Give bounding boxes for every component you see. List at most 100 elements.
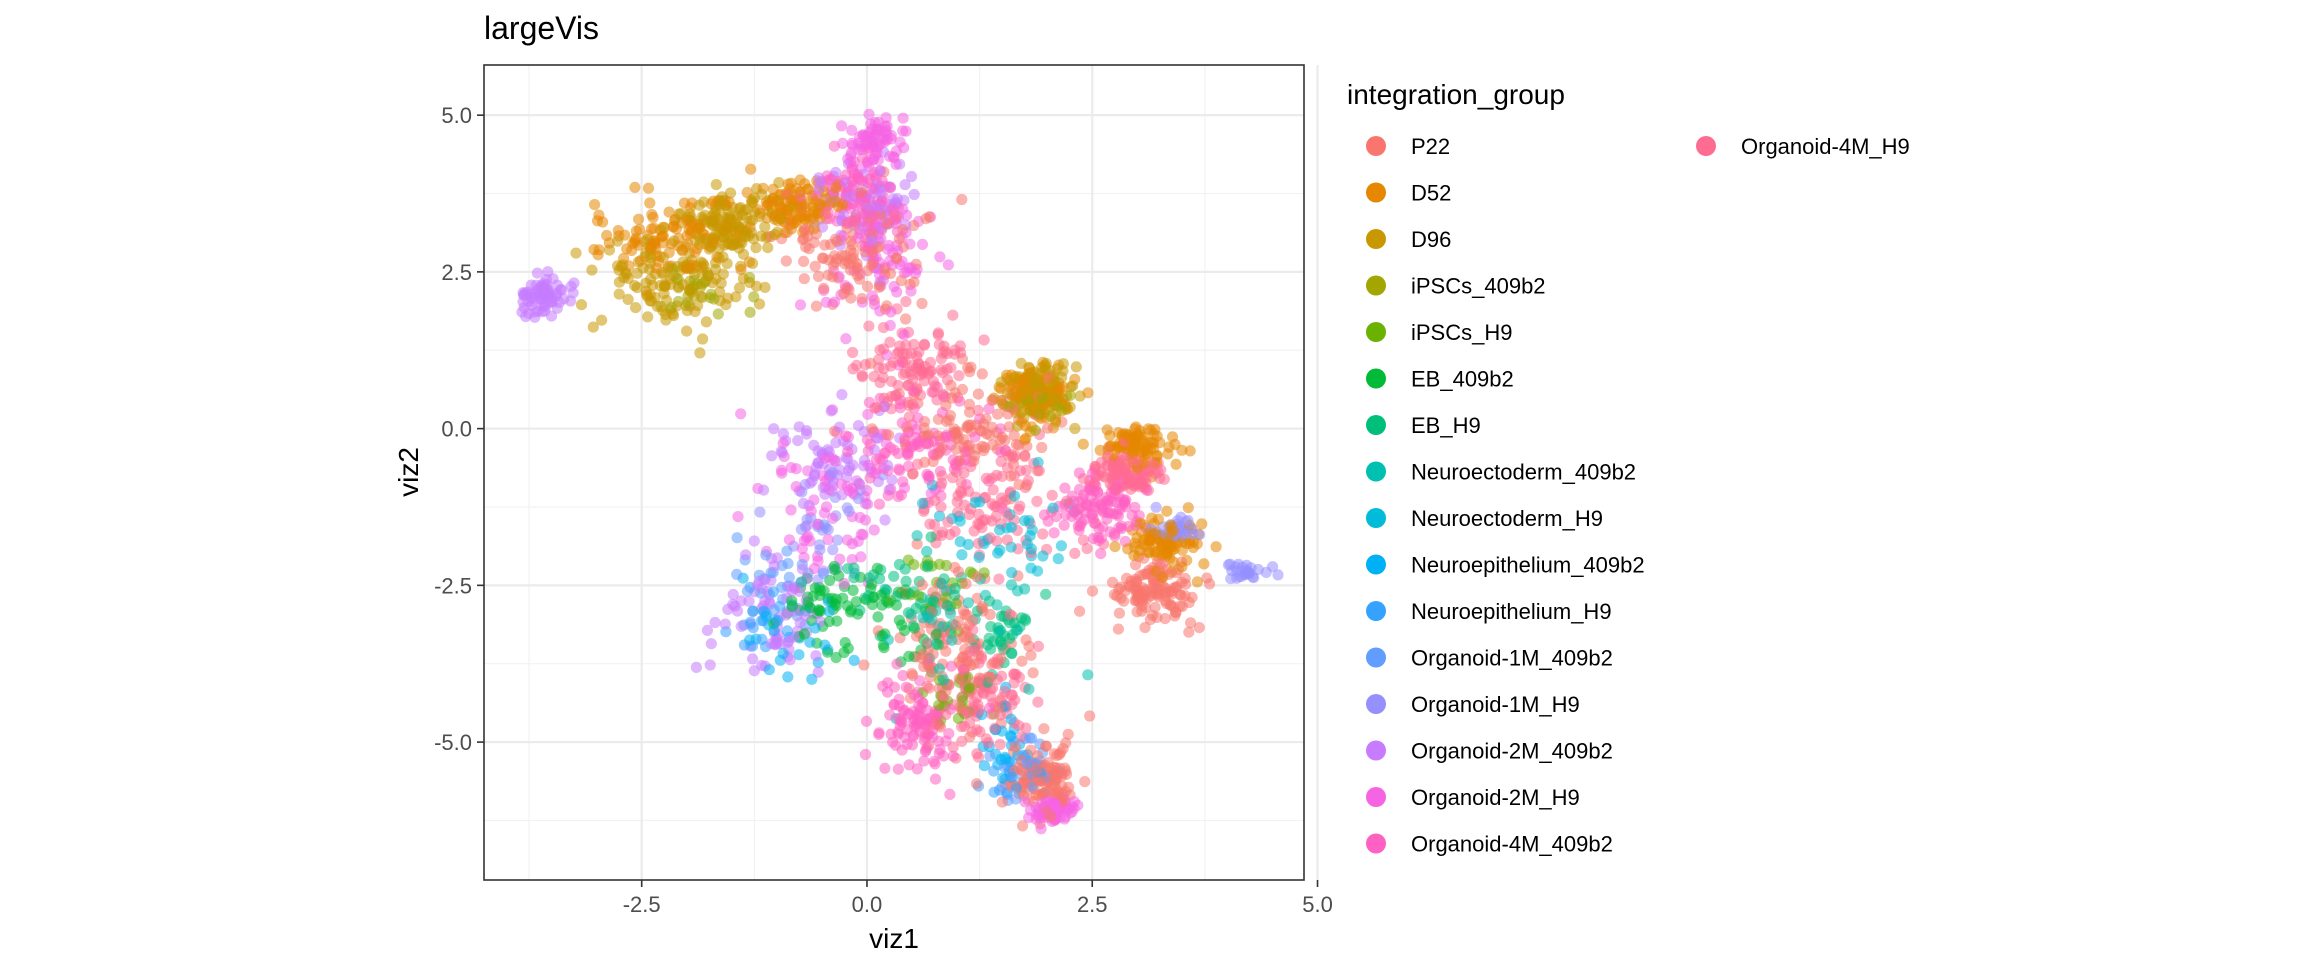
x-tick-label: 5.0: [1302, 892, 1333, 917]
scatter-point: [1115, 462, 1128, 474]
scatter-point: [777, 647, 789, 660]
legend-swatch: [1366, 554, 1386, 575]
scatter-point: [809, 196, 822, 208]
scatter-point: [890, 252, 903, 264]
legend-label: D52: [1411, 181, 1451, 206]
scatter-point: [872, 201, 884, 213]
scatter-point: [760, 549, 772, 561]
scatter-point: [855, 528, 867, 541]
y-tick-label: 0.0: [441, 417, 472, 442]
scatter-point: [748, 291, 760, 303]
scatter-point: [992, 408, 1004, 420]
scatter-point: [865, 235, 878, 247]
scatter-point: [978, 760, 991, 772]
scatter-point: [794, 617, 806, 629]
scatter-point: [937, 347, 949, 359]
scatter-point: [596, 314, 608, 326]
scatter-point: [962, 538, 974, 551]
scatter-point: [529, 311, 541, 323]
scatter-point: [821, 170, 833, 182]
scatter-point: [1010, 668, 1022, 681]
scatter-point: [883, 429, 895, 441]
scatter-point: [962, 597, 974, 609]
scatter-point: [843, 284, 855, 296]
scatter-point: [651, 262, 663, 274]
scatter-point: [1105, 487, 1117, 499]
scatter-point: [994, 423, 1007, 435]
scatter-point: [903, 650, 915, 663]
scatter-point: [953, 370, 965, 382]
scatter-point: [892, 728, 904, 740]
scatter-point: [1056, 780, 1068, 792]
scatter-point: [924, 671, 936, 683]
scatter-point: [1029, 424, 1041, 436]
scatter-point: [1036, 393, 1048, 405]
scatter-point: [531, 267, 544, 279]
scatter-point: [760, 610, 772, 623]
scatter-point: [713, 242, 725, 255]
scatter-point: [916, 579, 928, 591]
scatter-point: [978, 444, 990, 457]
scatter-point: [881, 686, 894, 698]
scatter-point: [985, 671, 997, 684]
scatter-point: [857, 208, 869, 220]
scatter-point: [934, 721, 947, 733]
scatter-point: [993, 573, 1005, 585]
scatter-point: [905, 348, 918, 360]
scatter-point: [1006, 771, 1018, 783]
scatter-point: [912, 692, 925, 704]
scatter-point: [830, 182, 842, 194]
scatter-point: [745, 226, 758, 239]
scatter-point: [741, 186, 753, 199]
scatter-point: [1050, 416, 1062, 428]
scatter-point: [1056, 768, 1068, 780]
scatter-point: [989, 722, 1001, 734]
scatter-point: [1006, 698, 1018, 711]
scatter-point: [907, 385, 919, 397]
legend-swatch: [1366, 229, 1386, 249]
scatter-point: [863, 108, 875, 120]
scatter-point: [731, 568, 743, 581]
scatter-point: [933, 339, 945, 351]
scatter-point: [900, 575, 912, 587]
scatter-point: [933, 558, 946, 570]
scatter-point: [768, 625, 780, 637]
scatter-point: [1069, 547, 1081, 560]
scatter-point: [1057, 381, 1069, 393]
scatter-point: [1062, 728, 1074, 740]
scatter-point: [793, 649, 805, 661]
scatter-point: [570, 247, 582, 259]
scatter-point: [887, 193, 899, 205]
legend-swatch: [1366, 275, 1386, 296]
scatter-point: [657, 221, 669, 234]
scatter-point: [794, 174, 806, 186]
scatter-point: [1022, 475, 1034, 487]
scatter-point: [855, 188, 867, 200]
scatter-point: [894, 464, 906, 477]
scatter-point: [894, 136, 906, 148]
scatter-point: [1158, 539, 1170, 551]
scatter-point: [974, 496, 986, 508]
legend-swatch: [1366, 368, 1386, 389]
scatter-point: [924, 366, 936, 378]
scatter-point: [941, 363, 953, 375]
scatter-point: [930, 628, 942, 641]
scatter-point: [933, 510, 946, 522]
scatter-point: [1222, 559, 1235, 571]
scatter-point: [840, 333, 852, 345]
scatter-point: [630, 232, 642, 244]
scatter-point: [1168, 525, 1180, 537]
scatter-point: [1175, 589, 1187, 601]
scatter-point: [897, 112, 909, 124]
x-tick-label: -2.5: [623, 892, 661, 917]
scatter-point: [1122, 477, 1134, 489]
scatter-point: [741, 585, 754, 597]
scatter-point: [1005, 713, 1017, 725]
scatter-point: [1185, 617, 1197, 629]
scatter-point: [929, 773, 942, 785]
scatter-point: [786, 585, 798, 597]
scatter-point: [704, 241, 716, 253]
scatter-point: [896, 619, 908, 631]
